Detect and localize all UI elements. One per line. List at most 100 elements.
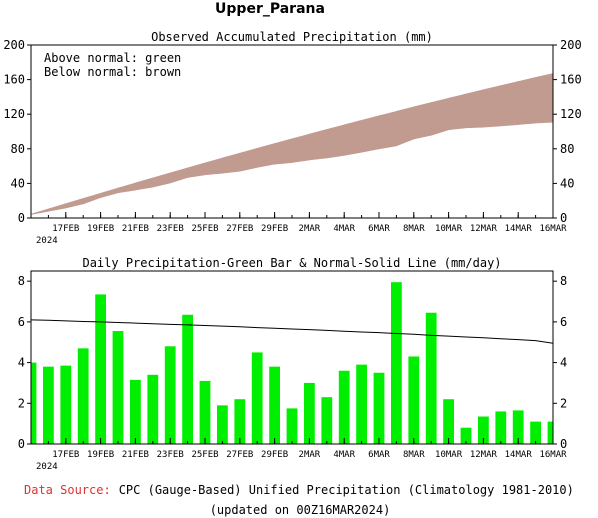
daily-xtick-label: 8MAR — [403, 450, 425, 460]
accum-xtick-label: 2MAR — [299, 224, 321, 234]
normal-line — [31, 319, 553, 344]
below-normal-area — [483, 85, 502, 128]
daily-xtick-label: 19FEB — [87, 450, 114, 460]
accum-ytick-right-label: 120 — [560, 107, 582, 121]
source-label: Data Source: — [24, 483, 111, 497]
accum-ytick-left-label: 80 — [11, 142, 25, 156]
below-normal-area — [135, 177, 154, 191]
daily-bar — [251, 352, 263, 444]
daily-chart-plot — [31, 282, 553, 444]
daily-bar — [408, 356, 420, 444]
below-normal-area — [500, 81, 519, 127]
daily-xtick-label: 23FEB — [157, 450, 184, 460]
accum-ytick-left-label: 120 — [3, 107, 25, 121]
daily-bar — [512, 410, 524, 444]
daily-xtick-label: 6MAR — [368, 450, 390, 460]
source-text: CPC (Gauge-Based) Unified Precipitation … — [119, 483, 574, 497]
accum-xtick-label: 8MAR — [403, 224, 425, 234]
page-title: Upper_Parana — [215, 1, 325, 17]
daily-ytick-left-label: 8 — [18, 274, 25, 288]
footer-source-line: Data Source: CPC (Gauge-Based) Unified Pr… — [24, 483, 574, 497]
daily-xtick-label: 17FEB — [52, 450, 79, 460]
below-normal-area — [361, 115, 380, 153]
daily-ytick-right-label: 2 — [560, 396, 567, 410]
daily-chart-title: Daily Precipitation-Green Bar & Normal-S… — [82, 256, 501, 270]
accum-xtick-label: 19FEB — [87, 224, 114, 234]
accum-chart-plot — [30, 73, 554, 215]
daily-xtick-label: 4MAR — [333, 450, 355, 460]
daily-bar — [286, 408, 298, 444]
daily-ytick-left-label: 4 — [18, 356, 25, 370]
below-normal-area — [100, 187, 119, 198]
daily-bar — [234, 399, 246, 444]
accum-chart-title: Observed Accumulated Precipitation (mm) — [151, 30, 433, 44]
accum-xtick-label: 17FEB — [52, 224, 79, 234]
daily-ytick-left-label: 0 — [18, 437, 25, 451]
daily-bar — [43, 366, 54, 444]
daily-bar — [530, 421, 541, 444]
accum-xtick-label: 10MAR — [435, 224, 463, 234]
daily-xtick-label: 10MAR — [435, 450, 463, 460]
daily-xtick-label: 16MAR — [539, 450, 567, 460]
daily-bar — [31, 362, 37, 444]
daily-ytick-left-label: 6 — [18, 315, 25, 329]
daily-bars — [31, 282, 553, 444]
below-normal-area — [152, 172, 171, 188]
below-normal-area — [465, 89, 484, 129]
below-normal-area — [204, 157, 223, 176]
daily-ytick-right-label: 6 — [560, 315, 567, 329]
daily-xtick-label: 29FEB — [261, 450, 288, 460]
accum-ytick-right-label: 40 — [560, 176, 574, 190]
daily-xtick-label: 12MAR — [470, 450, 498, 460]
daily-bar — [356, 364, 367, 444]
daily-bar — [373, 372, 385, 444]
below-normal-area — [82, 192, 101, 205]
daily-bar — [182, 314, 193, 444]
accum-xtick-label: 27FEB — [226, 224, 253, 234]
accum-ytick-right-label: 0 — [560, 211, 567, 225]
below-normal-area — [413, 102, 432, 140]
daily-bar — [95, 294, 106, 444]
below-normal-area — [378, 110, 397, 150]
daily-bar — [60, 365, 72, 444]
daily-bar — [147, 374, 159, 444]
accum-xtick-label: 4MAR — [333, 224, 355, 234]
daily-bar — [425, 312, 437, 444]
accum-xtick-label: 25FEB — [191, 224, 218, 234]
below-normal-area — [65, 198, 84, 209]
below-normal-area — [343, 119, 362, 156]
below-normal-area — [291, 133, 310, 163]
daily-bar — [338, 370, 350, 444]
daily-xtick-label: 21FEB — [122, 450, 149, 460]
daily-xtick-label: 27FEB — [226, 450, 253, 460]
daily-bar — [304, 382, 315, 444]
daily-bar — [478, 416, 489, 444]
daily-bar — [269, 366, 280, 444]
below-normal-area — [48, 203, 67, 212]
daily-xtick-label: 2MAR — [299, 450, 321, 460]
daily-bar — [547, 421, 553, 444]
accum-ytick-left-label: 200 — [3, 38, 25, 52]
daily-xtick-label: 25FEB — [191, 450, 218, 460]
below-normal-area — [117, 182, 136, 194]
accum-ytick-left-label: 160 — [3, 73, 25, 87]
daily-bar — [321, 397, 333, 444]
accum-xtick-label: 6MAR — [368, 224, 390, 234]
daily-ytick-left-label: 2 — [18, 396, 25, 410]
accum-chart-axes: 0 0 40 40 80 80 120 120 160 160 200 200 17FEB 19FEB 21… — [3, 38, 581, 234]
daily-bar — [112, 331, 124, 444]
accum-legend-below: Below normal: brown — [44, 65, 181, 79]
accum-ytick-right-label: 200 — [560, 38, 582, 52]
daily-bar — [495, 411, 507, 444]
below-normal-area — [535, 73, 554, 124]
daily-chart-axes: 0 0 2 2 4 4 6 6 8 8 17FEB 19FEB 21FEB 23FEB 25FEB 27FEB… — [18, 274, 567, 460]
below-normal-area — [274, 138, 293, 165]
daily-xtick-label: 14MAR — [505, 450, 533, 460]
accum-ytick-right-label: 160 — [560, 73, 582, 87]
below-normal-area — [396, 106, 415, 147]
daily-ytick-right-label: 8 — [560, 274, 567, 288]
below-normal-area — [222, 152, 241, 174]
daily-bar — [391, 282, 402, 444]
daily-bar — [460, 427, 472, 444]
below-normal-area — [169, 167, 188, 184]
